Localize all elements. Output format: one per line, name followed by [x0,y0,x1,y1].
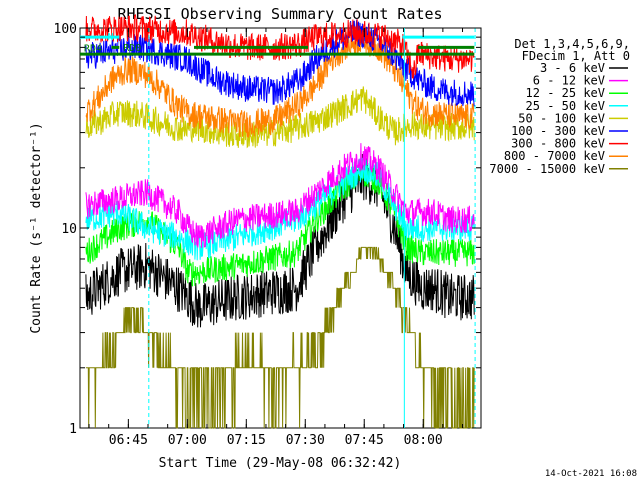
series-layer [85,13,475,429]
legend-label: 800 - 7000 keV [504,149,605,163]
series-line-300-800-kev [85,13,475,79]
legend-label: 100 - 300 keV [511,124,605,138]
reference-layer: N RD0 RD4 [80,28,476,428]
x-tick-label: 07:30 [286,433,325,448]
series-line-3-6-kev [85,153,475,328]
legend-label: 300 - 800 keV [511,137,605,151]
legend-label: 7000 - 15000 keV [489,162,605,176]
x-tick-label: 07:15 [227,433,266,448]
footer-timestamp: 14-Oct-2021 16:08 [545,469,637,479]
series-line-800-7000-kev [85,26,475,138]
legend-info-detectors: Det 1,3,4,5,6,9, [514,37,630,51]
legend-label: 6 - 12 keV [533,74,605,88]
y-tick-label: 10 [61,222,77,237]
reference-label-rd4: RD4 [84,43,102,54]
legend-label: 50 - 100 keV [518,111,605,125]
axis-layer: 06:45 07:00 07:15 07:30 07:45 08:00 1 10 100 [54,22,481,448]
legend-info-decimation: FDecim 1, Att 0 [522,49,630,63]
series-line-7000-15000-kev [85,246,475,429]
series-line-50-100-kev [85,86,475,149]
reference-label-n: N [108,32,114,43]
series-line-12-25-kev [85,162,475,287]
x-tick-label: 07:00 [168,433,207,448]
legend: Det 1,3,4,5,6,9, FDecim 1, Att 0 3 - 6 k… [489,37,630,176]
x-axis-label: Start Time (29-May-08 06:32:42) [159,456,402,471]
y-tick-label: 100 [54,22,77,37]
reference-label-rd0: RD0 [123,43,141,54]
legend-label: 25 - 50 keV [526,99,605,113]
x-tick-label: 08:00 [404,433,443,448]
y-axis-label: Count Rate (s⁻¹ detector⁻¹) [29,122,44,333]
y-tick-label: 1 [69,422,77,437]
chart-title: RHESSI Observing Summary Count Rates [117,5,442,23]
series-line-6-12-kev [85,143,475,248]
x-tick-label: 07:45 [345,433,384,448]
legend-label: 3 - 6 keV [540,61,605,75]
legend-label: 12 - 25 keV [526,86,605,100]
x-tick-label: 06:45 [109,433,148,448]
